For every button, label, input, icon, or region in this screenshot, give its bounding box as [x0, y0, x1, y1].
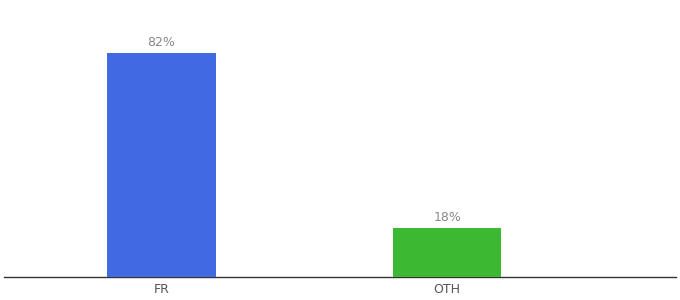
Text: 82%: 82% [148, 36, 175, 49]
Bar [393, 228, 501, 277]
Bar [107, 53, 216, 277]
Text: 18%: 18% [433, 211, 461, 224]
